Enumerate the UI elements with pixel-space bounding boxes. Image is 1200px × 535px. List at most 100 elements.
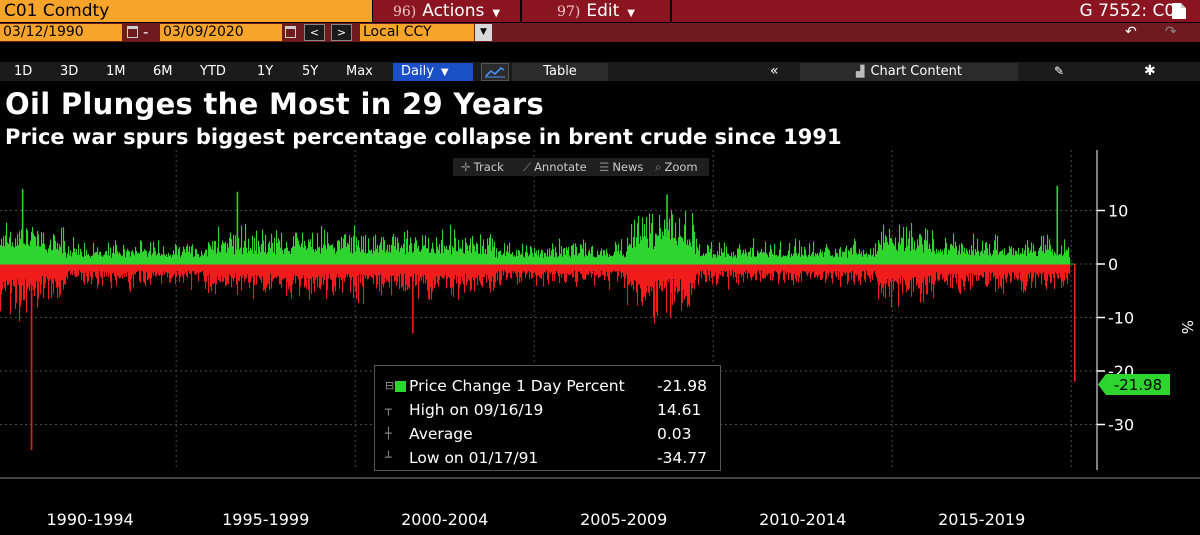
track-button[interactable]: ✛ Track (461, 158, 504, 176)
annotate-button[interactable]: ⟋ Annotate (523, 158, 587, 176)
bar-up (280, 247, 282, 264)
redo-icon[interactable]: ↷ (1165, 24, 1177, 40)
bar-down (9, 264, 11, 284)
range-1d[interactable]: 1D (14, 64, 33, 79)
document-icon[interactable] (1172, 3, 1186, 19)
bar-up (602, 255, 604, 264)
bar-up (973, 233, 975, 264)
calendar-icon[interactable] (285, 26, 296, 38)
actions-menu-button[interactable]: 96) Actions ▼ (373, 0, 520, 22)
bar-up (1038, 250, 1040, 264)
chart-svg[interactable]: 100-10-20-30%1990-1994 1995-1999 2000-2004… (0, 150, 1200, 535)
edit-menu-button[interactable]: 97) Edit ▼ (522, 0, 670, 22)
legend-series-row[interactable]: ⊟ Price Change 1 Day Percent -21.98 (375, 374, 722, 398)
bar-up (853, 244, 855, 264)
pencil-icon[interactable]: ✎ (1054, 64, 1065, 78)
bar-up (782, 256, 784, 264)
bar-up (390, 252, 392, 264)
bar-up (78, 244, 80, 264)
ticker-field[interactable]: C01 Comdty (0, 0, 372, 22)
bar-down (170, 264, 172, 283)
range-5y[interactable]: 5Y (302, 64, 319, 79)
next-period-button[interactable]: > (331, 24, 352, 41)
bar-down (166, 264, 168, 273)
bar-down (576, 264, 578, 288)
bar-down (578, 264, 580, 272)
gear-icon[interactable]: ✱ (1144, 63, 1156, 79)
bar-up (557, 257, 559, 264)
bar-down (601, 264, 603, 271)
line-chart-icon[interactable] (481, 63, 509, 81)
bar-up (344, 234, 346, 264)
undo-icon[interactable]: ↶ (1125, 24, 1137, 40)
bar-up (946, 242, 948, 264)
start-date-field[interactable]: 03/12/1990 (0, 24, 122, 41)
bar-down (683, 264, 685, 290)
end-date-text: 03/09/2020 (163, 24, 244, 40)
bar-up (822, 251, 824, 264)
bar-down (386, 264, 388, 282)
bar-down (416, 264, 418, 285)
end-date-field[interactable]: 03/09/2020 (160, 24, 282, 41)
bar-up (160, 255, 162, 264)
chart-content-button[interactable]: ▟ Chart Content (800, 63, 1018, 81)
bar-down (826, 264, 828, 280)
bar-down (156, 264, 158, 276)
currency-select[interactable]: Local CCY (360, 24, 474, 41)
bar-up (894, 245, 896, 264)
range-max[interactable]: Max (346, 64, 373, 79)
bar-down (905, 264, 907, 285)
bar-up (134, 255, 136, 264)
bar-up (1018, 247, 1020, 264)
bar-down (427, 264, 429, 291)
range-1y[interactable]: 1Y (257, 64, 274, 79)
bar-down (250, 264, 252, 283)
range-ytd[interactable]: YTD (200, 64, 226, 79)
bar-up (1051, 251, 1053, 264)
bar-down (40, 264, 42, 294)
bar-up (499, 251, 501, 264)
bar-up (295, 232, 297, 264)
bar-down (761, 264, 763, 271)
bar-down (491, 264, 493, 282)
frequency-select[interactable]: Daily ▼ (393, 63, 473, 81)
range-3d[interactable]: 3D (60, 64, 79, 79)
bar-up (1043, 236, 1045, 264)
bar-down (27, 264, 29, 290)
bar-down (706, 264, 708, 282)
bar-up (838, 256, 840, 264)
bar-down (129, 264, 131, 290)
bar-up (1000, 251, 1002, 264)
bar-down (80, 264, 82, 273)
bar-down (856, 264, 858, 276)
bar-up (215, 241, 217, 264)
range-6m[interactable]: 6M (153, 64, 173, 79)
bar-down (750, 264, 752, 278)
chevron-down-icon[interactable]: ▼ (475, 24, 492, 41)
prev-period-button[interactable]: < (304, 24, 325, 41)
bar-up (771, 249, 773, 264)
chart-content-label: Chart Content (870, 64, 963, 79)
range-1m[interactable]: 1M (106, 64, 126, 79)
bar-down (699, 264, 701, 276)
bar-up (953, 233, 955, 264)
bar-down (93, 264, 95, 272)
bar-down (295, 264, 297, 284)
bar-up (105, 251, 107, 264)
collapse-icon[interactable]: « (770, 63, 779, 79)
bar-down (768, 264, 770, 274)
bar-down (938, 264, 940, 282)
table-button[interactable]: Table (512, 63, 608, 81)
bar-down (1022, 264, 1024, 283)
bar-up (538, 249, 540, 264)
news-button[interactable]: ☰ News (599, 158, 643, 176)
bar-down (289, 264, 291, 287)
bar-up (203, 255, 205, 264)
zoom-button[interactable]: ⌕ Zoom (655, 158, 698, 176)
bar-down (162, 264, 164, 276)
calendar-icon[interactable] (127, 26, 138, 38)
bar-up (385, 252, 387, 264)
bar-down (1059, 264, 1061, 274)
bar-down (630, 264, 632, 282)
bar-down (513, 264, 515, 274)
